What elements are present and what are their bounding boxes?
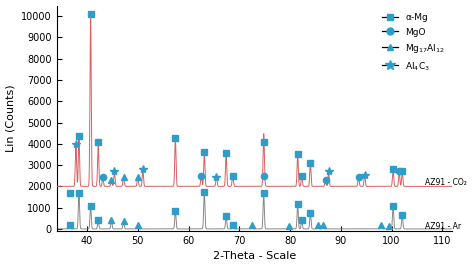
Text: AZ91 - CO₂: AZ91 - CO₂ xyxy=(425,178,466,187)
Text: AZ91 - Ar: AZ91 - Ar xyxy=(425,222,461,231)
Y-axis label: Lin (Counts): Lin (Counts) xyxy=(6,84,16,152)
Legend: α-Mg, MgO, Mg$_{17}$Al$_{12}$, Al$_{4}$C$_{3}$: α-Mg, MgO, Mg$_{17}$Al$_{12}$, Al$_{4}$C… xyxy=(379,10,448,75)
X-axis label: 2-Theta - Scale: 2-Theta - Scale xyxy=(213,252,296,261)
